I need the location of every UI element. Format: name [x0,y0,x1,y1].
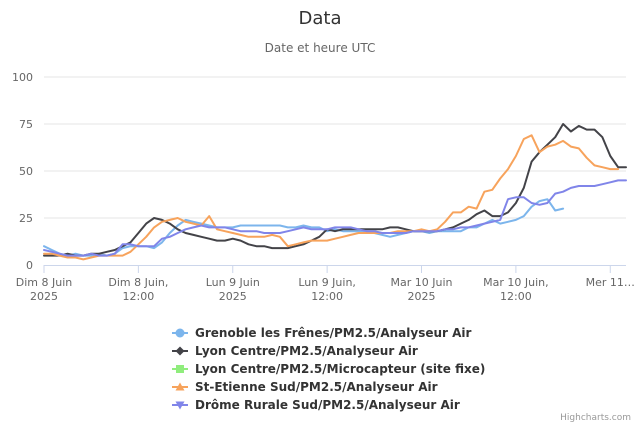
series-line-4[interactable] [43,179,627,257]
legend-marker-triangle-down [175,401,185,410]
x-tick-label-line2: 12:00 [311,290,343,303]
legend-marker-diamond [175,346,185,356]
legend-label: Drôme Rurale Sud/PM2.5/Analyseur Air [195,398,460,412]
series-line-3[interactable] [43,134,620,261]
chart-title: Data [299,8,342,29]
legend-label: Lyon Centre/PM2.5/Analyseur Air [195,344,418,358]
legend-item[interactable]: Drôme Rurale Sud/PM2.5/Analyseur Air [172,398,460,412]
grid-lines [44,76,626,219]
x-tick-label: Mar 10 Juin [391,276,453,289]
y-tick-label: 75 [19,118,33,131]
x-tick-label-line2: 12:00 [123,290,155,303]
legend-item[interactable]: Grenoble les Frênes/PM2.5/Analyseur Air [172,326,472,340]
legend-item[interactable]: Lyon Centre/PM2.5/Analyseur Air [172,344,418,358]
legend-label: St-Etienne Sud/PM2.5/Analyseur Air [195,380,438,394]
y-tick-label: 50 [19,165,33,178]
x-tick-label-line2: 2025 [219,290,247,303]
chart-subtitle: Date et heure UTC [265,41,376,55]
series-line-1[interactable] [43,123,627,257]
y-tick-label: 25 [19,212,33,225]
legend: Grenoble les Frênes/PM2.5/Analyseur Air L… [172,326,485,412]
legend-marker-triangle [175,382,185,391]
credits[interactable]: Highcharts.com [560,413,631,423]
y-tick-label: 0 [26,259,33,272]
x-tick-label-line2: 2025 [408,290,436,303]
y-tick-label: 100 [12,71,33,84]
x-tick-label-line2: 12:00 [500,290,532,303]
plot-area [43,123,627,261]
y-axis-labels: 0 25 50 75 100 [12,71,33,272]
legend-marker-square [176,365,184,373]
legend-label: Lyon Centre/PM2.5/Microcapteur (site fix… [195,362,485,376]
x-tick-label: Lun 9 Juin, [298,276,356,289]
legend-item[interactable]: Lyon Centre/PM2.5/Microcapteur (site fix… [172,362,485,376]
x-tick-label: Mar 10 Juin, [483,276,548,289]
legend-marker-circle [175,328,185,338]
x-tick-label: Dim 8 Juin [16,276,73,289]
x-tick-label-line2: 2025 [30,290,58,303]
legend-item[interactable]: St-Etienne Sud/PM2.5/Analyseur Air [172,380,438,394]
series-line-0[interactable] [43,198,565,257]
legend-label: Grenoble les Frênes/PM2.5/Analyseur Air [195,326,472,340]
x-tick-label: Mer 11… [586,276,635,289]
x-tick-label: Lun 9 Juin [206,276,260,289]
x-tick-label: Dim 8 Juin, [108,276,168,289]
